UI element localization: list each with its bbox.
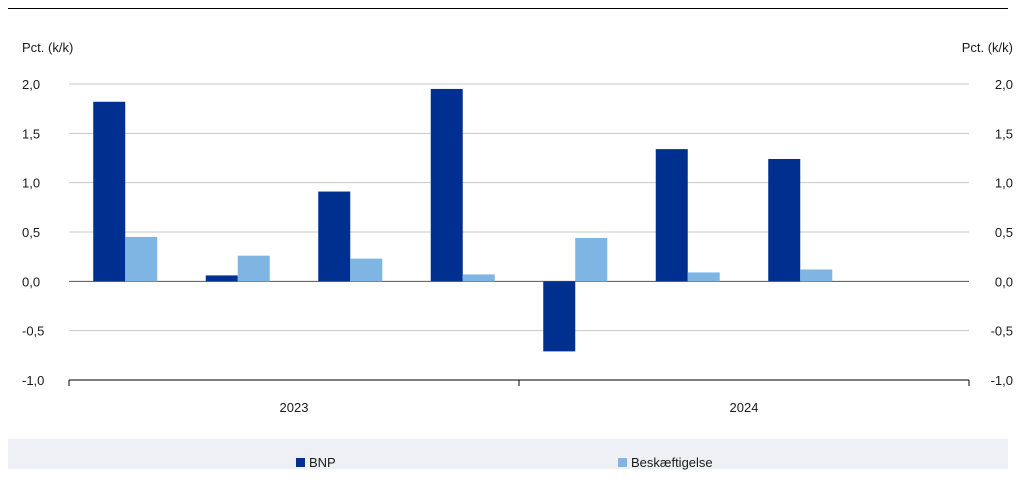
top-rule [8,8,1008,9]
legend: BNP Beskæftigelse [296,455,713,470]
bar-besk-ftigelse [237,255,270,282]
footer-band [8,439,1008,469]
y-tick-label-right: 0,5 [995,225,1013,240]
legend-label: Beskæftigelse [631,455,713,470]
y-tick-label-right: 1,0 [995,176,1013,191]
bar-bnp [205,275,238,282]
y-tick-label-left: 0,5 [22,225,40,240]
bar-besk-ftigelse [800,269,833,282]
legend-swatch [296,458,305,467]
x-group-label: 2024 [730,400,759,415]
y-tick-label-left: 2,0 [22,77,40,92]
bar-bnp [655,149,688,282]
bar-bnp [318,191,351,282]
grid-layer [69,83,969,332]
bar-bnp [430,88,463,282]
bar-besk-ftigelse [687,272,720,282]
legend-swatch [618,458,627,467]
x-group-label: 2023 [280,400,309,415]
bar-besk-ftigelse [462,274,495,282]
bar-bnp [768,158,801,282]
bar-bnp [93,101,126,282]
y-tick-label-left: 1,0 [22,176,40,191]
y-tick-label-left: -1,0 [22,373,44,388]
y-tick-label-left: -0,5 [22,324,44,339]
y-tick-label-right: -1,0 [991,373,1013,388]
y-tick-label-right: 0,0 [995,274,1013,289]
y-tick-label-left: 0,0 [22,274,40,289]
y-tick-label-right: -0,5 [991,324,1013,339]
y-axis-unit-right: Pct. (k/k) [962,40,1013,55]
y-tick-label-right: 1,5 [995,126,1013,141]
bar-besk-ftigelse [575,237,608,282]
axis-layer: 2,0 2,0 1,5 1,5 1,0 1,0 0,5 0,5 0,0 0,0 -0,5 -0,5 -1… [22,77,1013,415]
bars-layer [93,88,833,352]
y-tick-label-left: 1,5 [22,126,40,141]
bar-besk-ftigelse [350,258,383,282]
bar-besk-ftigelse [125,236,158,282]
y-tick-label-right: 2,0 [995,77,1013,92]
bar-bnp [543,281,576,352]
legend-label: BNP [309,455,336,470]
y-axis-unit-left: Pct. (k/k) [22,40,73,55]
